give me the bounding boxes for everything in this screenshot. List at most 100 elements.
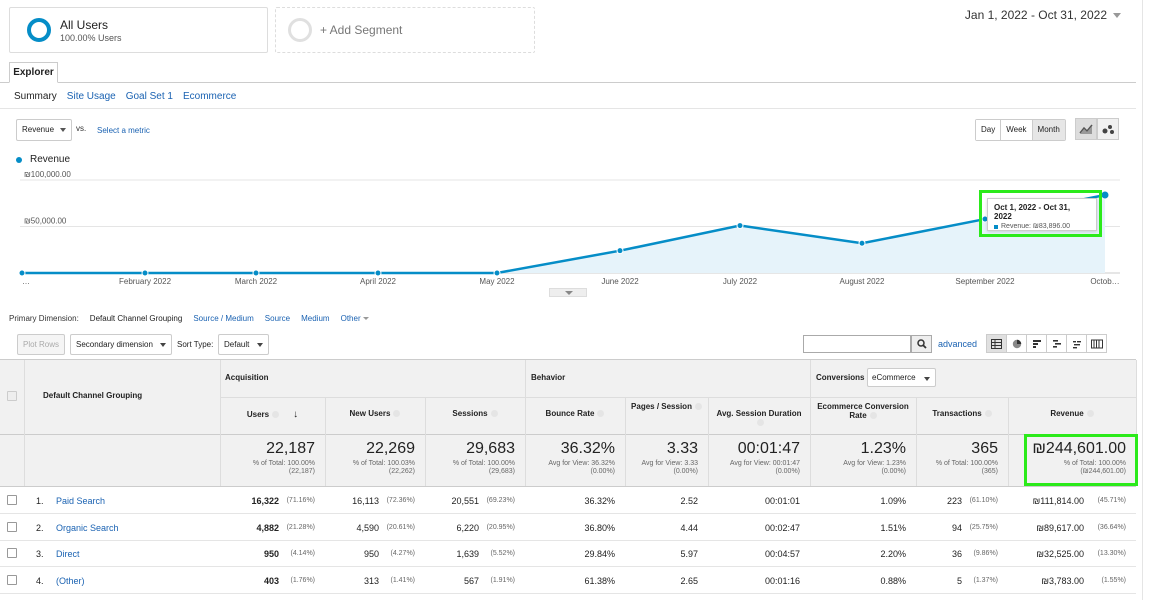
motion-chart-icon[interactable] <box>1097 118 1119 140</box>
total-share: Avg for View: 1.23% <box>843 460 906 467</box>
total-value: 1.23% <box>860 440 906 457</box>
column-header[interactable]: Transactions <box>920 409 1004 418</box>
row-checkbox[interactable] <box>7 548 17 558</box>
conversion-type-select[interactable]: eCommerce <box>867 368 936 387</box>
subtab-ecommerce[interactable]: Ecommerce <box>182 91 237 102</box>
x-tick-label: March 2022 <box>235 277 278 286</box>
metric-select[interactable]: Revenue <box>16 119 72 141</box>
column-header[interactable]: Ecommerce Conversion Rate <box>814 402 912 420</box>
row-index: 2. <box>36 522 44 533</box>
row-value: 950 <box>363 549 379 559</box>
dimension-medium[interactable]: Medium <box>301 314 330 323</box>
revenue-point[interactable] <box>18 269 26 277</box>
performance-view-icon[interactable] <box>1026 334 1047 353</box>
column-header-label: Users <box>246 410 270 419</box>
revenue-point[interactable] <box>141 269 149 277</box>
segment-all-users[interactable]: All Users 100.00% Users <box>9 7 268 53</box>
revenue-point[interactable] <box>493 269 501 277</box>
chevron-down-icon <box>257 343 263 347</box>
col-border <box>24 360 25 486</box>
segment-subtitle: 100.00% Users <box>60 32 122 43</box>
row-percent: (5.52%) <box>490 550 515 557</box>
select-metric-link[interactable]: Select a metric <box>97 126 150 135</box>
help-icon[interactable] <box>694 403 702 411</box>
row-value: 5 <box>956 575 962 586</box>
channel-link[interactable]: (Other) <box>56 575 85 586</box>
granularity-week-button[interactable]: Week <box>1001 120 1033 140</box>
subtab-site-usage[interactable]: Site Usage <box>66 91 116 102</box>
help-icon[interactable] <box>597 410 605 418</box>
column-header[interactable]: Pages / Session <box>629 402 704 411</box>
sort-type-label: Sort Type: <box>177 340 214 349</box>
column-header[interactable]: Bounce Rate <box>529 409 621 418</box>
subtab-goal-set-1[interactable]: Goal Set 1 <box>125 91 173 102</box>
revenue-point[interactable] <box>616 247 624 255</box>
dimension-source-medium[interactable]: Source / Medium <box>193 314 254 323</box>
chevron-down-icon <box>924 377 930 381</box>
help-icon[interactable] <box>869 412 877 420</box>
select-all-checkbox[interactable] <box>7 391 17 401</box>
chart-collapse-handle[interactable] <box>549 288 587 297</box>
help-icon[interactable] <box>757 419 764 427</box>
table-search-input[interactable] <box>803 335 911 353</box>
help-icon[interactable] <box>984 410 992 418</box>
dimension-source[interactable]: Source <box>264 314 291 323</box>
total-base: (0.00%) <box>881 468 906 475</box>
total-share: % of Total: 100.00% <box>1063 460 1126 467</box>
help-icon[interactable] <box>393 410 401 418</box>
row-checkbox[interactable] <box>7 574 17 585</box>
column-header[interactable]: Revenue <box>1012 409 1132 418</box>
column-header[interactable]: Sessions <box>429 409 521 418</box>
channel-link[interactable]: Direct <box>56 549 80 559</box>
date-range-picker[interactable]: Jan 1, 2022 - Oct 31, 2022 <box>965 8 1121 22</box>
column-header-label: Transactions <box>932 409 982 418</box>
pie-view-icon[interactable] <box>1006 334 1027 353</box>
row-value: ₪111,814.00 <box>1032 496 1084 506</box>
pivot-view-icon[interactable] <box>1086 334 1107 353</box>
granularity-day-button[interactable]: Day <box>976 120 1002 140</box>
column-header[interactable]: Users ↓ <box>224 409 321 420</box>
table-row-border <box>0 539 1136 541</box>
term-cloud-icon[interactable] <box>1066 334 1087 353</box>
group-conversions: Conversions <box>816 373 865 382</box>
tooltip-highlight-box <box>979 190 1102 237</box>
comparison-view-icon[interactable] <box>1046 334 1067 353</box>
tab-explorer[interactable]: Explorer <box>9 62 58 83</box>
dimension-other[interactable]: Other <box>341 314 369 323</box>
table-row-border <box>0 592 1136 594</box>
secondary-dimension-select[interactable]: Secondary dimension <box>70 334 172 355</box>
table-view-icon[interactable] <box>986 334 1007 353</box>
row-checkbox[interactable] <box>7 495 17 505</box>
sort-type-select[interactable]: Default <box>218 334 269 355</box>
totals-bottom-line <box>0 486 1136 487</box>
total-base: (0.00%) <box>673 468 698 475</box>
revenue-total-highlight-box <box>1024 434 1138 486</box>
help-icon[interactable] <box>272 411 280 419</box>
row-checkbox[interactable] <box>7 521 17 532</box>
revenue-point[interactable] <box>736 222 744 230</box>
column-header-label: Bounce Rate <box>545 409 595 418</box>
channel-link[interactable]: Organic Search <box>56 522 119 533</box>
revenue-point[interactable] <box>858 239 866 247</box>
search-icon[interactable] <box>911 335 932 353</box>
row-percent: (20.61%) <box>386 523 415 531</box>
add-segment-button[interactable]: + Add Segment <box>275 7 535 53</box>
subtab-summary[interactable]: Summary <box>14 91 57 102</box>
column-header[interactable]: Avg. Session Duration <box>712 409 806 427</box>
chart-tooltip: Oct 1, 2022 - Oct 31, 2022 Revenue: ₪83,… <box>987 198 1097 231</box>
revenue-point[interactable] <box>374 269 382 277</box>
row-percent: (20.95%) <box>486 523 515 531</box>
revenue-point[interactable] <box>252 269 260 277</box>
total-base: (365) <box>981 468 998 475</box>
advanced-filter-link[interactable]: advanced <box>938 339 978 349</box>
row-percent: (45.71%) <box>1097 497 1126 504</box>
help-icon[interactable] <box>490 410 498 418</box>
line-chart-icon[interactable] <box>1075 118 1097 140</box>
revenue-point[interactable] <box>1100 190 1110 200</box>
granularity-month-button[interactable]: Month <box>1032 120 1065 140</box>
plot-rows-button[interactable]: Plot Rows <box>17 334 65 355</box>
channel-link[interactable]: Paid Search <box>56 496 106 506</box>
primary-dimension-bar: Primary Dimension: Default Channel Group… <box>9 314 369 323</box>
help-icon[interactable] <box>1086 410 1094 418</box>
column-header[interactable]: New Users <box>329 409 421 418</box>
